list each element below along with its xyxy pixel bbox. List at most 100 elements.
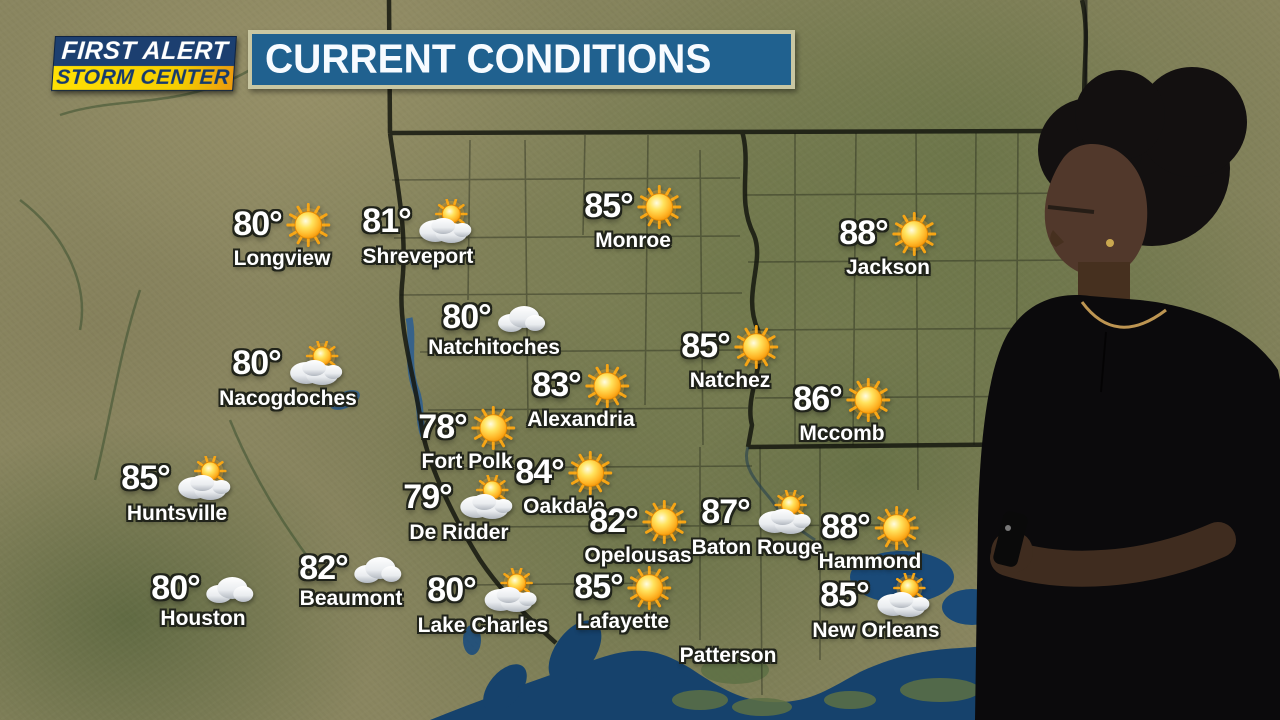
- partly-cloudy-icon: [481, 568, 539, 614]
- partly-cloudy-icon: [175, 456, 233, 502]
- city-label: Houston: [160, 607, 246, 630]
- city-label: Huntsville: [126, 502, 228, 525]
- remote-clicker: [993, 511, 1028, 567]
- temperature: 80°: [233, 205, 282, 244]
- station-natchez: 85° Natchez: [681, 325, 779, 392]
- city-label: De Ridder: [409, 521, 509, 544]
- station-beaumont: 82° Beaumont: [299, 549, 403, 610]
- banner-title: CURRENT CONDITIONS: [265, 36, 712, 82]
- sunny-icon: [585, 364, 630, 408]
- cloudy-icon: [205, 571, 255, 607]
- temperature: 85°: [121, 459, 170, 498]
- city-label: Patterson: [679, 644, 777, 667]
- presenter-earring: [1106, 239, 1114, 247]
- station-baton-rouge: 87° Baton Rouge: [691, 490, 823, 559]
- temperature: 86°: [793, 380, 842, 419]
- temperature: 85°: [574, 568, 623, 607]
- presenter-face: [1044, 144, 1148, 277]
- city-label: Monroe: [595, 229, 671, 252]
- city-label: Longview: [233, 247, 331, 270]
- station-houston: 80° Houston: [151, 569, 255, 630]
- header: FIRST ALERT STORM CENTER CURRENT CONDITI…: [0, 0, 1280, 100]
- sunny-icon: [642, 500, 687, 544]
- temperature: 78°: [418, 408, 467, 447]
- partly-cloudy-icon: [416, 199, 474, 245]
- sunny-icon: [874, 506, 919, 550]
- temperature: 88°: [839, 214, 888, 253]
- city-label: Fort Polk: [421, 450, 513, 473]
- temperature: 82°: [589, 502, 638, 541]
- station-alexandria: 83° Alexandria: [527, 364, 635, 431]
- station-fort-polk: 78° Fort Polk: [418, 406, 516, 473]
- tx-la-border: [387, 132, 558, 645]
- sunny-icon: [627, 566, 672, 610]
- station-hammond: 88° Hammond: [818, 506, 922, 573]
- cloudy-icon: [496, 300, 546, 336]
- station-longview: 80° Longview: [233, 203, 331, 270]
- partly-cloudy-icon: [874, 573, 932, 619]
- sunny-icon: [892, 212, 937, 256]
- city-label: Natchez: [689, 369, 771, 392]
- station-nacogdoches: 80° Nacogdoches: [219, 341, 357, 410]
- temperature: 84°: [515, 453, 564, 492]
- station-lafayette: 85° Lafayette: [574, 566, 672, 633]
- station-jackson: 88° Jackson: [839, 212, 937, 279]
- banner: CURRENT CONDITIONS: [248, 30, 795, 89]
- temperature: 85°: [584, 187, 633, 226]
- city-label: Beaumont: [299, 587, 403, 610]
- temperature: 87°: [701, 493, 750, 532]
- temperature: 88°: [821, 508, 870, 547]
- sunny-icon: [846, 378, 891, 422]
- temperature: 81°: [362, 202, 411, 241]
- station-natchitoches: 80° Natchitoches: [428, 298, 560, 359]
- presenter-glasses: [1047, 205, 1095, 214]
- la-ms-river-border: [739, 130, 763, 448]
- city-label: Nacogdoches: [219, 387, 357, 410]
- station-lake-charles: 80° Lake Charles: [417, 568, 549, 637]
- city-label: Jackson: [845, 256, 931, 279]
- station-shreveport: 81° Shreveport: [362, 199, 473, 268]
- temperature: 80°: [151, 569, 200, 608]
- city-label: Hammond: [818, 550, 922, 573]
- station-monroe: 85° Monroe: [584, 185, 682, 252]
- sunny-icon: [568, 451, 613, 495]
- station-de-ridder: 79° De Ridder: [403, 475, 514, 544]
- presenter-necklace: [1080, 301, 1167, 329]
- city-label: New Orleans: [812, 619, 940, 642]
- city-label: Mccomb: [799, 422, 885, 445]
- presenter-arm: [990, 522, 1236, 587]
- sunny-icon: [471, 406, 516, 450]
- lake-pontchartrain: [850, 551, 954, 603]
- city-label: Natchitoches: [428, 336, 560, 359]
- station-opelousas: 82° Opelousas: [584, 500, 692, 567]
- temperature: 85°: [820, 576, 869, 615]
- partly-cloudy-icon: [286, 341, 344, 387]
- city-label: Baton Rouge: [691, 536, 823, 559]
- city-label: Alexandria: [527, 408, 635, 431]
- city-label: Oakdale: [523, 495, 605, 518]
- city-label: Lafayette: [576, 610, 670, 633]
- city-label: Opelousas: [584, 544, 692, 567]
- station-new-orleans: 85° New Orleans: [812, 573, 940, 642]
- partly-cloudy-icon: [755, 490, 813, 536]
- temperature: 80°: [232, 344, 281, 383]
- city-label: Lake Charles: [417, 614, 549, 637]
- sunny-icon: [637, 185, 682, 229]
- temperature: 82°: [299, 549, 348, 588]
- sunny-icon: [286, 203, 331, 247]
- temperature: 79°: [403, 478, 452, 517]
- temperature: 83°: [532, 366, 581, 405]
- ar-la-border: [389, 128, 1057, 136]
- partly-cloudy-icon: [457, 475, 515, 521]
- temperature: 80°: [442, 298, 491, 337]
- city-label: Shreveport: [362, 245, 474, 268]
- station-patterson: Patterson: [680, 644, 777, 667]
- station-oakdale: 84° Oakdale: [515, 451, 613, 518]
- sunny-icon: [734, 325, 779, 369]
- temperature: 80°: [427, 571, 476, 610]
- station-huntsville: 85° Huntsville: [121, 456, 232, 525]
- cloudy-icon: [353, 551, 403, 587]
- temperature: 85°: [681, 327, 730, 366]
